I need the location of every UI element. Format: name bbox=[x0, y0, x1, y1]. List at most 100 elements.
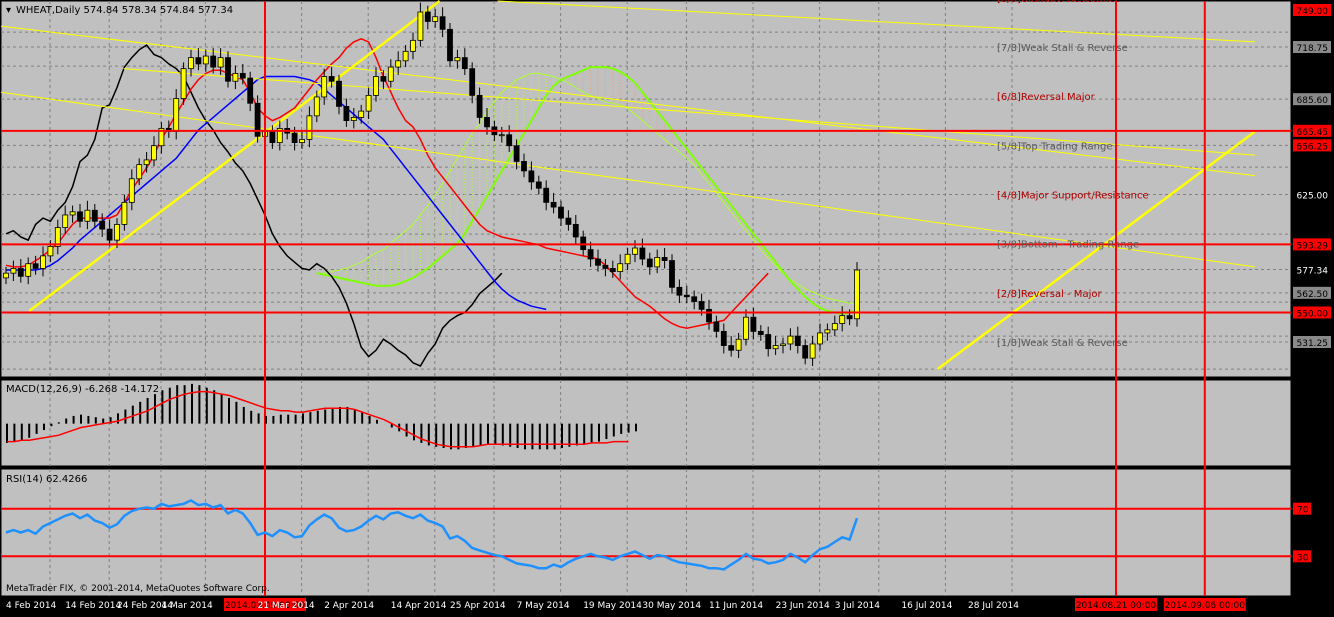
candle-body bbox=[321, 76, 328, 98]
candle-body bbox=[10, 268, 17, 274]
candle-body bbox=[40, 255, 46, 269]
rsi-level-tag bbox=[1293, 550, 1311, 563]
candle-body bbox=[350, 117, 357, 121]
murrey-label: [3/8]Bottom - Trading Range bbox=[997, 240, 1139, 251]
candle-body bbox=[54, 227, 61, 247]
fan-line bbox=[936, 130, 1256, 371]
price-tag-top bbox=[1293, 4, 1331, 16]
price-tag bbox=[1293, 139, 1331, 152]
price-tag-top-label: 749.00 bbox=[1297, 7, 1329, 17]
candle-body bbox=[780, 343, 786, 346]
candle-body bbox=[654, 257, 661, 268]
candle-body bbox=[765, 334, 772, 350]
price-panel[interactable] bbox=[0, 0, 1292, 378]
time-tick-label: 4 Mar 2014 bbox=[161, 601, 213, 611]
candle-body bbox=[365, 94, 372, 112]
candle-body bbox=[254, 102, 261, 137]
candle-body bbox=[787, 335, 794, 345]
price-tick-label: 599.80 bbox=[1297, 231, 1329, 241]
price-tick-label: 656.25 bbox=[1297, 142, 1329, 152]
candle-body bbox=[461, 57, 468, 70]
time-tick-label: 14 Feb 2014 bbox=[65, 601, 121, 611]
rsi-line bbox=[5, 498, 859, 571]
price-tick-label: 550.00 bbox=[1297, 309, 1329, 319]
candle-body bbox=[25, 263, 32, 277]
candle-body bbox=[757, 330, 764, 335]
candle-body bbox=[84, 209, 91, 222]
candle-body bbox=[210, 55, 217, 68]
candle-body bbox=[639, 247, 646, 260]
vertical-marker-tag bbox=[1163, 598, 1246, 611]
candle-body bbox=[528, 170, 535, 183]
candle-body bbox=[683, 294, 690, 298]
candle-body bbox=[180, 68, 187, 99]
price-tick-label: 665.45 bbox=[1297, 128, 1329, 138]
time-tick-label: 11 Jun 2014 bbox=[709, 601, 763, 611]
price-tick-label: 642.40 bbox=[1297, 164, 1329, 174]
rsi-title: RSI(14) 62.4266 bbox=[6, 474, 87, 485]
fan-line bbox=[497, 0, 1255, 43]
price-tick-label: 514.00 bbox=[1297, 366, 1329, 376]
price-tag bbox=[1293, 238, 1331, 251]
candle-body bbox=[380, 76, 387, 82]
candle-body bbox=[646, 258, 653, 268]
price-tick-label: 718.75 bbox=[1297, 44, 1329, 54]
candle-body bbox=[691, 296, 698, 302]
candle-body bbox=[121, 201, 128, 225]
candle-body bbox=[609, 268, 616, 272]
candle-body bbox=[402, 50, 409, 62]
indicator-lines bbox=[0, 0, 1256, 371]
candle-body bbox=[299, 139, 305, 143]
time-tick-label: 28 Jul 2014 bbox=[968, 601, 1019, 611]
price-tick-label: 625.00 bbox=[1297, 192, 1329, 202]
macd-panel[interactable] bbox=[0, 379, 1292, 467]
candle-body bbox=[624, 253, 631, 265]
candle-body bbox=[669, 260, 675, 288]
candle-body bbox=[447, 28, 453, 62]
macd-title: MACD(12,26,9) -6.268 -14.172 bbox=[6, 384, 159, 395]
price-axis: 749.00 728.20 718.75 706.60 685.60 665.45 656.… bbox=[1293, 4, 1331, 376]
fan-line bbox=[123, 68, 1255, 156]
candle-body bbox=[106, 228, 113, 241]
candle-body bbox=[358, 110, 365, 118]
candle-body bbox=[232, 72, 239, 82]
candle-body bbox=[410, 39, 416, 52]
candle-body bbox=[831, 323, 838, 331]
candle-body bbox=[387, 66, 394, 82]
price-tag bbox=[1293, 188, 1331, 201]
fan-line bbox=[0, 91, 1255, 268]
rsi-panel[interactable] bbox=[0, 468, 1292, 597]
candle-body bbox=[173, 98, 180, 132]
time-tick-label: 19 May 2014 bbox=[583, 601, 642, 611]
murrey-label: [6/8]Reversal Major bbox=[997, 92, 1096, 103]
vertical-marker-label: 2014.08.21 00:00 bbox=[1076, 601, 1157, 611]
candle-body bbox=[432, 16, 439, 22]
time-tick-label: 14 Apr 2014 bbox=[391, 601, 447, 611]
candle-body bbox=[535, 181, 542, 189]
candle-body bbox=[728, 345, 735, 351]
candle-body bbox=[136, 164, 143, 180]
time-tick-label: 3 Jul 2014 bbox=[835, 601, 880, 611]
candle-body bbox=[617, 263, 624, 272]
chart-menu-icon[interactable]: ▾ bbox=[6, 5, 11, 16]
time-tick-label: 24 Feb 2014 bbox=[117, 601, 173, 611]
candle-body bbox=[469, 68, 476, 96]
candle-body bbox=[3, 272, 9, 279]
chikou-line bbox=[5, 44, 503, 367]
candle-body bbox=[188, 57, 194, 70]
candle-body bbox=[720, 330, 727, 346]
macd-series: 30.128 0.00 -28.42 bbox=[6, 382, 1328, 467]
time-tick-label: 21 Mar 2014 bbox=[258, 601, 315, 611]
candle-body bbox=[343, 106, 350, 121]
price-tick-label: 728.20 bbox=[1297, 29, 1329, 39]
candle-body bbox=[32, 263, 39, 269]
time-tick-label: 4 Feb 2014 bbox=[6, 601, 57, 611]
candle-body bbox=[225, 57, 231, 82]
candle-body bbox=[373, 76, 379, 96]
vertical-marker-tag bbox=[224, 598, 306, 611]
candle-body bbox=[743, 316, 749, 340]
price-tag bbox=[1293, 93, 1331, 106]
